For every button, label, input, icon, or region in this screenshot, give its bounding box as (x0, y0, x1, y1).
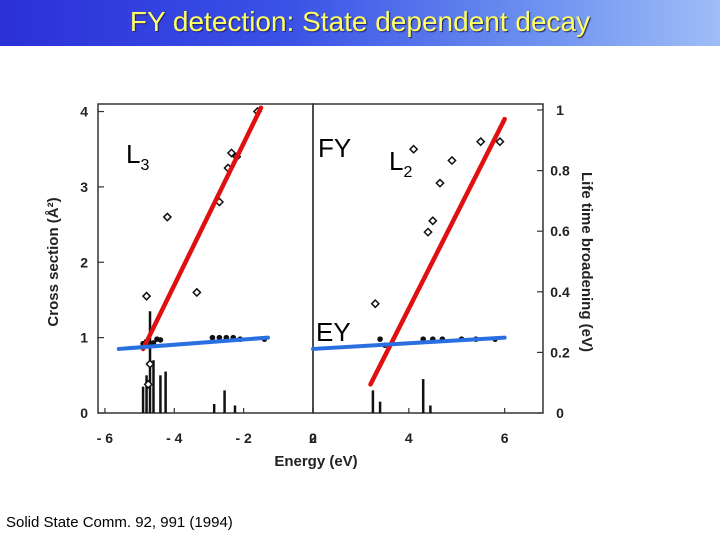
y-tick-label-4: 4 (80, 104, 88, 120)
y2-axis-label: Life time broadening (eV) (578, 172, 595, 352)
y-tick-label-1: 1 (80, 330, 88, 346)
data-point-1-6 (209, 334, 216, 341)
x-tick-label-1: - 4 (166, 430, 183, 446)
panel-frames (97, 103, 544, 414)
fit-lines (116, 105, 507, 387)
data-point-2-1 (408, 144, 419, 154)
annotation-ey: EY (316, 317, 351, 347)
data-point-2-5 (447, 155, 457, 166)
data-point-2-2 (423, 227, 433, 237)
data-point-2-3 (428, 216, 438, 226)
data-point-1-7 (216, 334, 223, 341)
y-tick-label-2: 2 (80, 254, 88, 270)
y2-tick-label-0: 0 (556, 405, 564, 421)
panel-l2-frame (312, 103, 544, 414)
y2-tick-label-1: 0.2 (550, 344, 570, 360)
spectrum-sticks (141, 311, 432, 413)
annotation-fy: FY (318, 133, 351, 163)
x-tick-label-3: 0 (309, 430, 317, 446)
annotation-l3: L3 (126, 139, 149, 174)
data-point-0-3 (162, 212, 173, 222)
y2-tick-label-5: 1 (556, 102, 564, 118)
data-point-3-0 (377, 336, 383, 342)
data-point-2-6 (476, 137, 486, 147)
y2-tick-label-2: 0.4 (550, 284, 570, 300)
annotation-l2-main: L (389, 146, 403, 176)
annotation-l3-main: L (126, 139, 140, 169)
data-point-2-7 (495, 137, 505, 147)
citation: Solid State Comm. 92, 991 (1994) (6, 514, 233, 531)
title-bar: FY detection: State dependent decay (0, 0, 720, 46)
data-point-2-4 (435, 178, 445, 188)
annotation-l2-sub: 2 (403, 164, 412, 181)
data-point-0-1 (145, 359, 155, 369)
fit-line-fy-0 (140, 105, 264, 352)
fit-line-ey-3 (311, 335, 507, 351)
slide-title: FY detection: State dependent decay (129, 6, 591, 37)
data-point-0-2 (143, 379, 153, 390)
x-tick-label-2: - 2 (235, 430, 252, 446)
y2-tick-label-3: 0.6 (550, 223, 570, 239)
annotation-l3-sub: 3 (140, 157, 149, 174)
y2-tick-label-4: 0.8 (550, 163, 570, 179)
data-point-0-4 (192, 287, 202, 298)
y-tick-label-0: 0 (80, 405, 88, 421)
x-tick-label-5: 4 (405, 430, 413, 446)
x-axis-label: Energy (eV) (274, 453, 357, 470)
data-point-2-0 (370, 299, 380, 309)
x-tick-label-6: 6 (501, 430, 509, 446)
fit-line-fy-2 (368, 116, 507, 387)
data-point-0-7 (226, 148, 237, 158)
x-tick-label-0: - 6 (97, 430, 114, 446)
y-tick-label-3: 3 (80, 179, 88, 195)
data-point-0-0 (141, 291, 152, 301)
annotation-l2: L2 (389, 146, 412, 181)
y-axis-label: Cross section (Å²) (45, 197, 62, 326)
fit-line-ey-1 (116, 335, 270, 351)
data-point-1-5 (157, 337, 164, 343)
x-tick-label-4: 2 (309, 430, 317, 446)
